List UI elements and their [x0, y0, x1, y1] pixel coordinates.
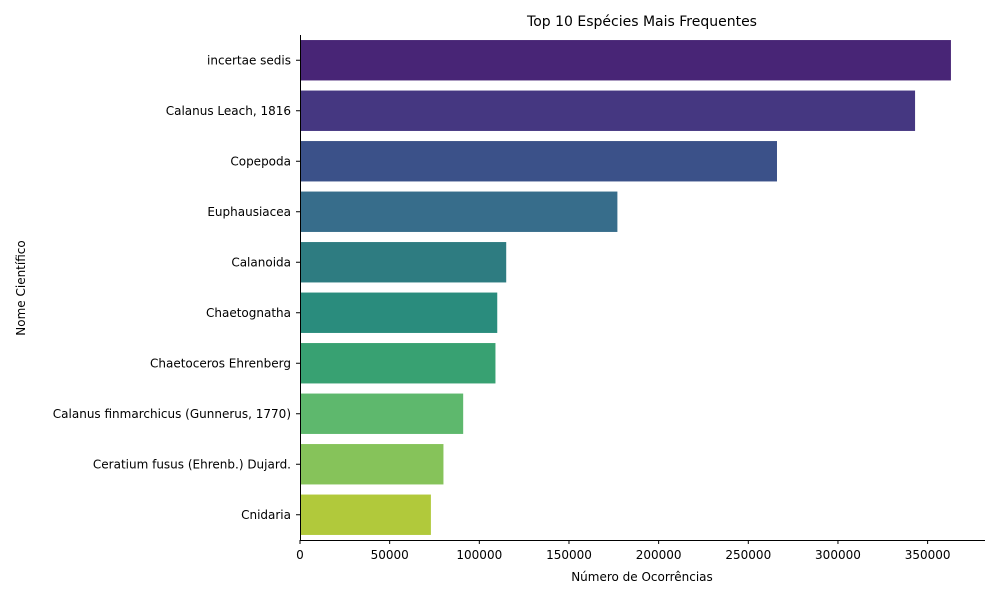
x-tick-label: 350000 [905, 548, 951, 562]
chart-title: Top 10 Espécies Mais Frequentes [526, 14, 757, 30]
y-tick-label: Chaetoceros Ehrenberg [150, 356, 291, 370]
y-tick-label: Cnidaria [241, 508, 291, 522]
y-tick-label: Euphausiacea [207, 205, 291, 219]
bar-2 [300, 141, 777, 182]
bar-6 [300, 343, 496, 384]
bar-8 [300, 444, 444, 485]
y-tick-label: Ceratium fusus (Ehrenb.) Dujard. [93, 457, 291, 471]
y-axis-label: Nome Científico [14, 240, 28, 335]
y-tick-label: Calanoida [231, 255, 291, 269]
y-tick-label: Calanus finmarchicus (Gunnerus, 1770) [53, 407, 291, 421]
x-tick-label: 0 [296, 548, 304, 562]
x-tick-label: 50000 [371, 548, 409, 562]
x-axis-ticks: 0 50000 100000 150000 200000 250000 300000 3500… [296, 540, 951, 562]
x-tick-label: 150000 [546, 548, 592, 562]
x-tick-label: 200000 [636, 548, 682, 562]
bar-7 [300, 393, 464, 434]
bar-0 [300, 40, 951, 81]
y-tick-label: incertae sedis [207, 53, 291, 67]
bar-4 [300, 242, 507, 283]
x-tick-label: 300000 [815, 548, 861, 562]
bar-3 [300, 191, 618, 232]
y-tick-label: Calanus Leach, 1816 [166, 104, 291, 118]
bar-5 [300, 292, 498, 333]
x-axis-label: Número de Ocorrências [571, 570, 713, 584]
bars-group [300, 40, 951, 535]
bar-1 [300, 90, 916, 131]
x-tick-label: 250000 [725, 548, 771, 562]
y-tick-label: Copepoda [230, 154, 291, 168]
y-axis-ticks: incertae sedis Calanus Leach, 1816 Copepod… [53, 53, 300, 522]
x-tick-label: 100000 [456, 548, 502, 562]
y-tick-label: Chaetognatha [206, 306, 291, 320]
bar-9 [300, 494, 431, 535]
